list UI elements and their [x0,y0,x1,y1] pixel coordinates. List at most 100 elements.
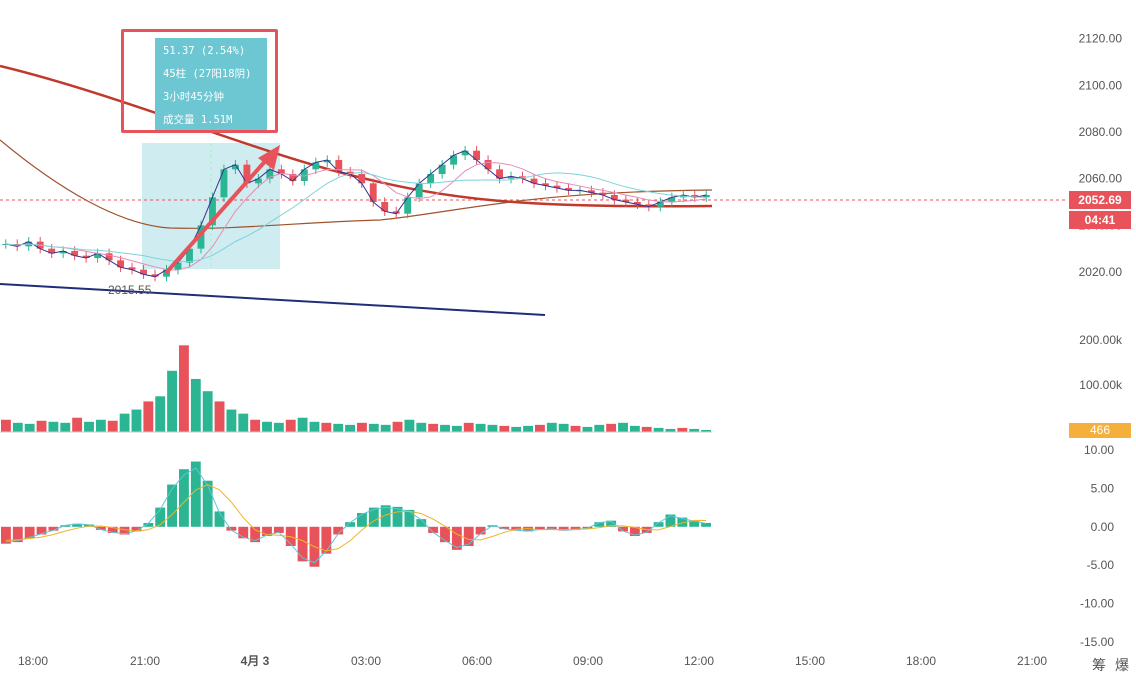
macd-bar [226,526,237,531]
macd-bar [238,526,249,539]
tooltip-bars: 45柱 (27阳18阴) [163,68,252,80]
tooltip-volume: 成交量 1.51M [163,114,233,126]
low-price-label: 2015.55 [108,283,152,297]
candle [220,169,228,198]
volume-bar [701,429,711,432]
macd-tick-label: -15.00 [1080,635,1114,649]
chips-icon[interactable]: 筹 [1092,657,1106,673]
macd-bar [345,522,355,527]
volume-bar [48,421,59,432]
macd-bar [582,526,593,529]
macd-bar [618,526,628,532]
time-tick-label: 06:00 [462,654,492,668]
candle [300,169,308,181]
time-tick-label: 12:00 [684,654,714,668]
time-tick-label: 21:00 [130,654,160,668]
macd-tick-label: 10.00 [1084,443,1114,457]
macd-bar [499,526,510,530]
candle [231,164,239,170]
candle [553,185,561,188]
candle [484,160,492,170]
macd-bar [440,526,450,543]
candle [450,155,458,165]
candle [209,197,216,226]
candle [82,255,90,258]
volume-bar [84,421,94,432]
volume-bar [463,422,474,432]
candle [691,195,699,198]
volume-bar [238,413,249,432]
candle [702,195,710,198]
volume-bar [511,426,522,432]
macd-bar [48,526,59,531]
volume-bar [641,426,652,432]
volume-bar [428,423,439,432]
volume-bar [523,425,533,432]
candle [94,253,102,258]
candle [610,195,618,200]
volume-bar [309,421,320,432]
macd-bar [131,526,142,532]
macd-bar [179,469,189,527]
candle [415,183,423,198]
volume-bar [618,422,628,432]
time-tick-label: 18:00 [18,654,48,668]
candle [438,164,446,174]
macd-bar [653,522,664,527]
candle [117,260,125,268]
volume-bar [262,421,272,432]
tooltip-duration: 3小时45分钟 [163,91,224,103]
candle [542,183,549,186]
volume-bar [167,370,177,432]
volume-bar [629,425,640,432]
candle [289,174,297,181]
macd-bar [368,507,379,527]
volume-bar [380,424,391,432]
macd-bar [487,525,498,527]
tooltip-change: 51.37 (2.54%) [163,45,246,57]
volume-bar [546,422,557,432]
macd-bar [665,514,676,527]
macd-bar [297,526,308,562]
price-tick-label: 2060.00 [1079,172,1123,186]
macd-bar [60,525,71,527]
candle [312,162,320,170]
volume-bar [60,422,71,432]
volume-bar [72,417,83,432]
macd-bar [677,517,688,527]
tooltip-highlight-frame [121,29,278,133]
volume-bar [36,420,47,432]
liquidation-icon[interactable]: 爆 [1115,657,1129,673]
volume-bar [535,424,545,432]
candle [346,171,354,174]
volume-bar [357,422,367,432]
volume-bar [250,419,261,432]
measure-tooltip: 51.37 (2.54%) 45柱 (27阳18阴) 3小时45分钟 成交量 1… [155,38,267,130]
macd-bar [570,526,581,530]
macd-tick-label: -10.00 [1080,597,1114,611]
candle [59,251,67,254]
macd-bar [416,519,427,527]
candle [323,160,331,163]
volume-bar [155,396,166,432]
candle [496,169,503,179]
macd-bar [155,507,166,527]
volume-bar [12,422,23,432]
volume-bar [606,423,617,432]
candle [633,202,641,205]
time-tick-label: 4月 3 [241,654,270,668]
ma-cyan-line [5,171,707,263]
macd-bar [475,526,486,535]
candle [277,169,285,174]
volume-bar [440,424,450,432]
macd-bar [190,461,201,527]
volume-bar [665,428,676,432]
volume-bar [582,426,593,432]
macd-bar [262,526,272,537]
macd-dea-line [5,484,707,552]
time-tick-label: 18:00 [906,654,936,668]
volume-bar [404,419,415,432]
time-tick-label: 03:00 [351,654,381,668]
